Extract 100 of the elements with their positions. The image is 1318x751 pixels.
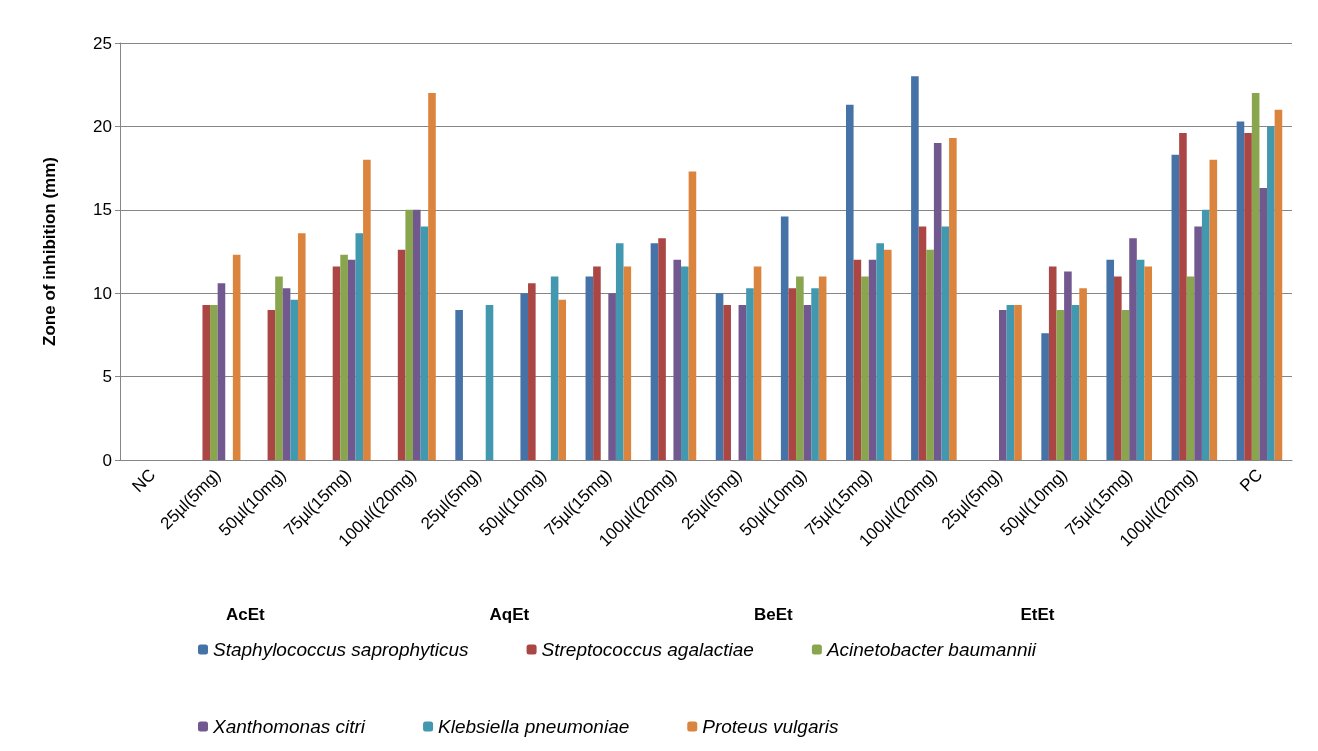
bar: [1121, 309, 1130, 460]
bar: [796, 276, 804, 460]
bar: [1259, 188, 1268, 460]
bar: [363, 159, 371, 460]
legend-label: Xanthomonas citri: [212, 716, 366, 737]
bar: [1041, 333, 1049, 460]
bar: [1014, 304, 1022, 460]
bar: [520, 293, 529, 460]
bar: [615, 243, 624, 460]
legend-label: Acinetobacter baumannii: [825, 639, 1037, 660]
bar: [528, 283, 536, 460]
bar: [420, 226, 429, 460]
bar: [593, 266, 601, 460]
bar: [949, 138, 957, 460]
bar: [1129, 238, 1137, 460]
bar: [868, 259, 877, 460]
legend-label: Staphylococcus saprophyticus: [213, 639, 470, 660]
bar: [876, 243, 884, 460]
y-tick-label: 25: [93, 33, 112, 53]
bar: [340, 254, 348, 460]
bar: [232, 254, 241, 460]
y-tick-label: 5: [102, 367, 112, 387]
bar: [723, 304, 731, 460]
bar: [911, 76, 919, 460]
bar: [623, 266, 632, 460]
bar: [746, 288, 754, 460]
bar: [585, 276, 594, 460]
bar: [397, 249, 406, 460]
bar: [550, 276, 559, 460]
bar: [811, 288, 819, 460]
bar: [1048, 266, 1057, 460]
bar: [1201, 209, 1210, 460]
bar: [688, 171, 697, 460]
bar: [347, 259, 356, 460]
bar: [210, 304, 218, 460]
bar: [918, 226, 927, 460]
bar: [1209, 159, 1218, 460]
bar: [1236, 121, 1245, 460]
bar: [290, 299, 298, 460]
y-tick-label: 20: [93, 116, 112, 136]
x-tick-label: NC: [128, 465, 160, 497]
bar: [1056, 309, 1065, 460]
bar: [1194, 226, 1202, 460]
bar: [1251, 93, 1260, 460]
y-tick-label: 15: [93, 200, 112, 220]
text: EtEt: [1020, 605, 1055, 624]
bar: [853, 259, 862, 460]
bar: [926, 249, 934, 460]
bar: [1179, 133, 1187, 460]
y-tick-label: 0: [102, 450, 112, 470]
bar: [217, 283, 226, 460]
bar: [275, 276, 283, 460]
bar: [332, 266, 341, 460]
bar: [455, 309, 463, 460]
bar: [738, 304, 747, 460]
bar: [650, 243, 659, 460]
legend-label: Streptococcus agalactiae: [541, 639, 754, 660]
bar: [788, 288, 797, 460]
text: AqEt: [489, 605, 530, 624]
bar: [818, 276, 827, 460]
bar: [1244, 133, 1252, 460]
bar: [1186, 276, 1195, 460]
bar: [267, 309, 276, 460]
bar: [803, 304, 812, 460]
bar: [673, 259, 682, 460]
bar: [1267, 126, 1275, 460]
legend-label: Proteus vulgaris: [702, 716, 839, 737]
bar: [1171, 154, 1180, 460]
bar: [715, 293, 724, 460]
bar: [558, 299, 567, 460]
bar: [1114, 276, 1122, 460]
bar: [883, 249, 892, 460]
bar: [780, 216, 789, 460]
bar: [1274, 109, 1283, 460]
y-axis-title: Zone of inhibition (mm): [40, 157, 59, 346]
bar: [405, 209, 413, 460]
bar: [355, 233, 364, 460]
y-tick-label: 10: [93, 283, 112, 303]
text: BeEt: [754, 605, 794, 624]
bar: [428, 93, 436, 460]
bar: [1136, 259, 1145, 460]
bar: [681, 266, 689, 460]
bar: [1106, 259, 1115, 460]
bar: [608, 293, 616, 460]
bar: [202, 304, 211, 460]
bar: [753, 266, 762, 460]
bar: [933, 143, 942, 460]
bar: [485, 304, 494, 460]
bar: [941, 226, 950, 460]
bar: [413, 209, 421, 460]
bar: [282, 288, 291, 460]
bar: [1064, 271, 1072, 460]
bar: [845, 104, 854, 460]
bar: [861, 276, 869, 460]
bar: [1006, 304, 1015, 460]
bar: [297, 233, 306, 460]
bar: [658, 238, 666, 460]
bar: [1071, 304, 1080, 460]
bar: [1144, 266, 1153, 460]
legend-label: Klebsiella pneumoniae: [438, 716, 630, 737]
